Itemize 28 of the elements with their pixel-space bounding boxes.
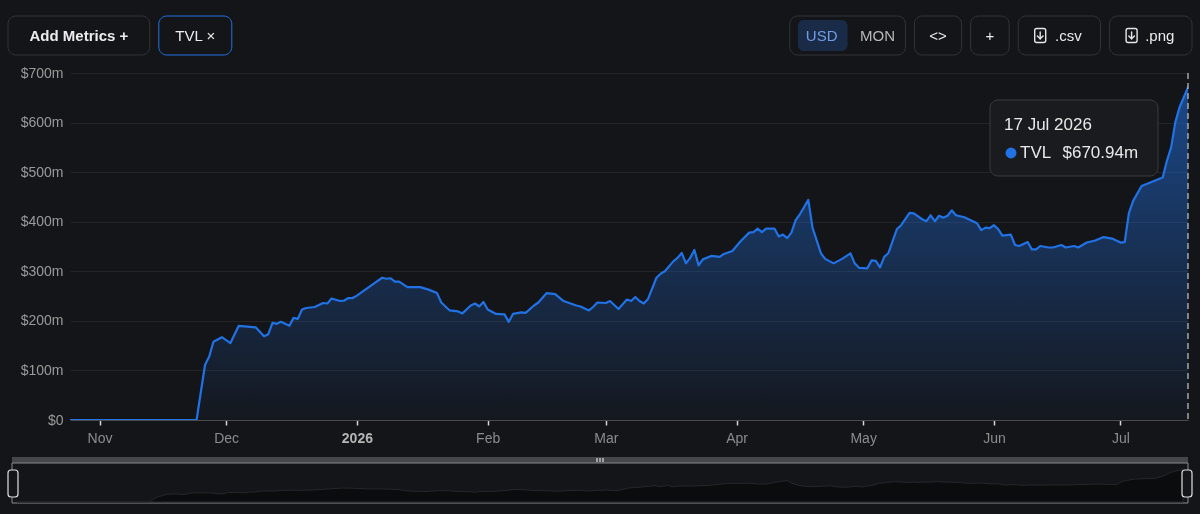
x-tick-label: Jun	[983, 429, 1006, 446]
y-tick-label: $100m	[20, 361, 64, 378]
text: TVL ×	[175, 26, 216, 44]
text: Add Metrics +	[29, 26, 129, 44]
x-tick-label: Jul	[1112, 429, 1130, 446]
annotation: $670.94m	[1062, 143, 1139, 162]
text: .csv	[1055, 26, 1083, 44]
text: MON	[860, 26, 895, 44]
legend-label: TVL	[1020, 143, 1052, 162]
x-tick-label: Apr	[726, 429, 749, 446]
text: .png	[1145, 26, 1175, 44]
y-tick-label: $300m	[20, 262, 64, 279]
y-tick-label: $700m	[20, 64, 64, 81]
y-tick-label: $500m	[20, 163, 64, 180]
text: +	[985, 26, 995, 44]
y-tick-label: $0	[47, 411, 64, 428]
x-tick-label: Nov	[87, 429, 113, 446]
annotation: 17 Jul 2026	[1004, 115, 1092, 134]
x-tick-label: 2026	[341, 429, 374, 446]
x-tick-label: Dec	[214, 429, 240, 446]
x-tick-label: May	[850, 429, 877, 446]
y-tick-label: $400m	[20, 213, 64, 230]
text: USD	[805, 26, 838, 44]
y-tick-label: $200m	[20, 312, 64, 329]
text: <>	[929, 26, 947, 44]
y-tick-label: $600m	[20, 114, 64, 131]
x-tick-label: Feb	[476, 429, 501, 446]
x-tick-label: Mar	[594, 429, 619, 446]
